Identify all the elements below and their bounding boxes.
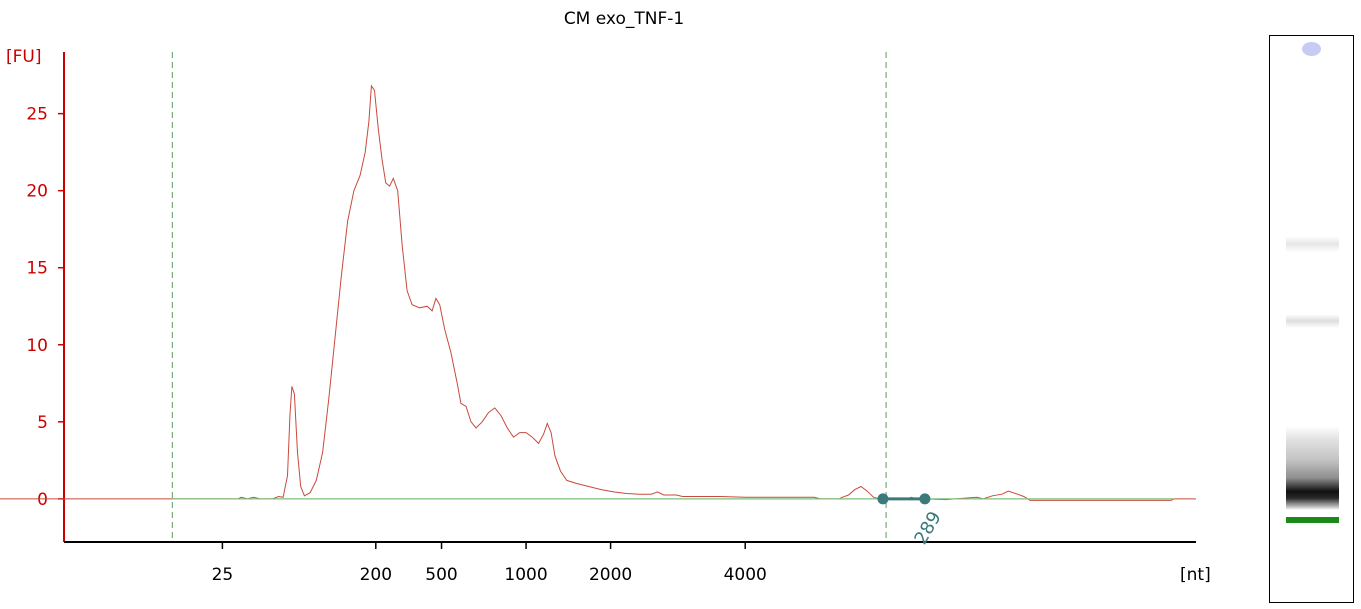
x-tick-label-200: 200: [360, 565, 392, 585]
gel-upper-marker: [1302, 42, 1321, 56]
x-tick-label-2000: 2000: [589, 565, 632, 585]
electropherogram-chart: CM exo_TNF-1 [FU] [nt] 0 5 10 15 20 25 25 200 50…: [0, 9, 1211, 585]
gel-smear-faint: [1286, 236, 1339, 252]
y-tick-label-10: 10: [26, 336, 48, 356]
chart-title: CM exo_TNF-1: [564, 9, 684, 29]
x-axis-label: [nt]: [1180, 565, 1211, 585]
y-tick-label-15: 15: [26, 259, 48, 279]
x-tick-label-25: 25: [212, 565, 234, 585]
y-tick-label-25: 25: [26, 105, 48, 125]
gel-smear-light: [1286, 314, 1339, 328]
x-tick-label-4000: 4000: [724, 565, 767, 585]
y-tick-label-20: 20: [26, 182, 48, 202]
x-tick-label-500: 500: [425, 565, 457, 585]
y-axis-label: [FU]: [6, 47, 42, 67]
peak-end-dot: [919, 493, 931, 505]
trace-line: [0, 84, 1196, 501]
y-tick-label-0: 0: [37, 490, 48, 510]
gel-lower-marker: [1286, 517, 1339, 523]
peak-start-dot: [877, 493, 889, 505]
gel-lane-image: [1269, 35, 1354, 603]
x-tick-label-1000: 1000: [504, 565, 547, 585]
y-tick-label-5: 5: [37, 413, 48, 433]
gel-main-smear: [1286, 426, 1339, 510]
